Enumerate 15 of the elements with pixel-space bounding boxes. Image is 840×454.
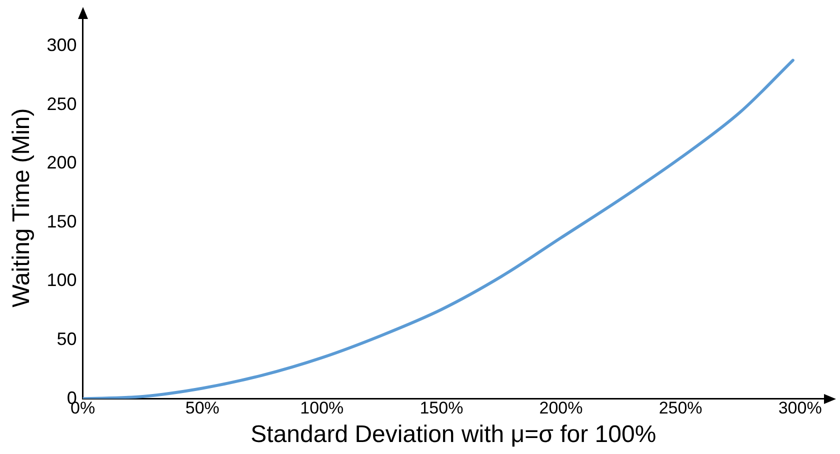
x-tick-label: 100%: [300, 398, 344, 418]
y-tick-label: 200: [46, 152, 77, 173]
y-axis-title: Waiting Time (Min): [8, 108, 36, 308]
x-tick-label: 200%: [539, 398, 583, 418]
y-tick-label: 100: [46, 270, 77, 290]
line-series: [82, 58, 794, 399]
y-tick-label: 300: [46, 35, 77, 56]
x-tick-label: 50%: [185, 398, 220, 418]
x-tick-label: 150%: [420, 398, 464, 418]
x-axis-title: Standard Deviation with μ=σ for 100%: [250, 421, 656, 448]
x-tick-label: 250%: [658, 398, 702, 418]
x-tick-label: 300%: [778, 398, 822, 418]
y-tick-label: 50: [56, 329, 77, 349]
y-tick-label: 250: [46, 94, 77, 114]
y-tick-label: 150: [46, 211, 77, 232]
